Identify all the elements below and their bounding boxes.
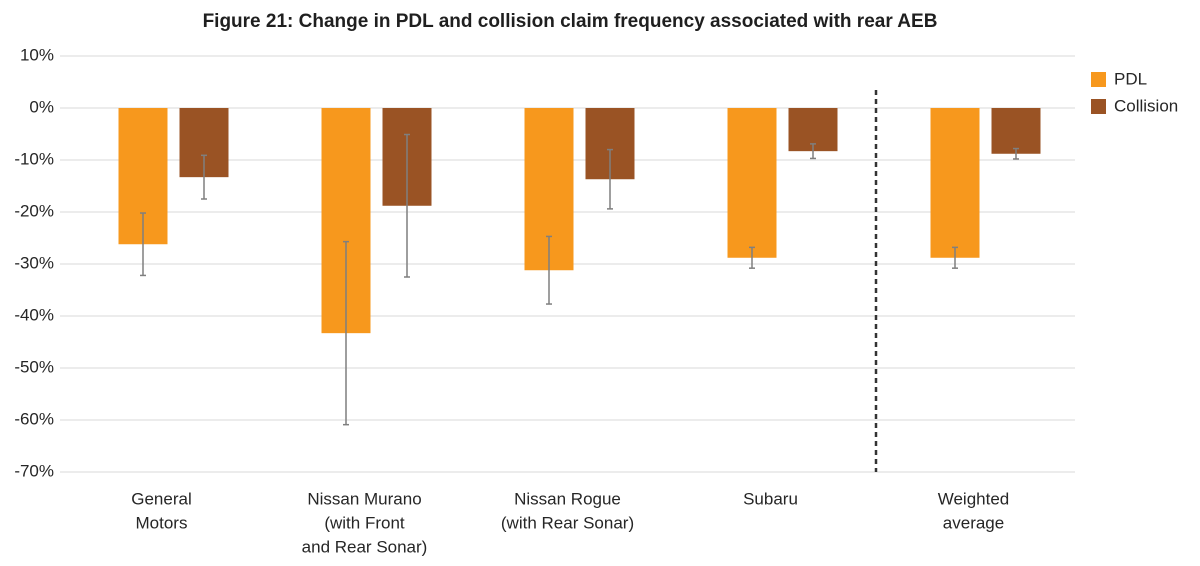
error-bar [140, 212, 146, 277]
error-bar [404, 133, 410, 278]
y-tick-label: -30% [14, 253, 54, 272]
legend-label: PDL [1114, 69, 1147, 88]
error-bar [201, 154, 207, 200]
x-tick-label: Weighted [938, 489, 1010, 508]
x-tick-label: (with Rear Sonar) [501, 513, 634, 532]
y-tick-label: -40% [14, 305, 54, 324]
legend-swatch [1091, 99, 1106, 114]
error-bar [546, 235, 552, 305]
y-tick-label: 0% [29, 97, 54, 116]
y-tick-label: -10% [14, 149, 54, 168]
bar [727, 108, 777, 258]
x-tick-label: Nissan Murano [307, 489, 421, 508]
error-bar [607, 148, 613, 210]
x-tick-label: Motors [136, 513, 188, 532]
y-tick-label: -50% [14, 357, 54, 376]
y-tick-label: -60% [14, 409, 54, 428]
x-tick-label: General [131, 489, 191, 508]
error-bar [810, 143, 816, 160]
error-bar [749, 246, 755, 269]
y-tick-label: 10% [20, 45, 54, 64]
x-tick-label: and Rear Sonar) [302, 537, 428, 556]
legend-swatch [1091, 72, 1106, 87]
error-bar [1013, 147, 1019, 160]
legend-label: Collision [1114, 96, 1178, 115]
y-tick-label: -20% [14, 201, 54, 220]
error-bar [952, 246, 958, 269]
bar [991, 108, 1041, 154]
x-tick-label: (with Front [324, 513, 405, 532]
x-tick-label: Nissan Rogue [514, 489, 621, 508]
chart-title: Figure 21: Change in PDL and collision c… [203, 11, 938, 32]
x-tick-label: average [943, 513, 1004, 532]
y-tick-label: -70% [14, 461, 54, 480]
error-bar [343, 240, 349, 426]
x-tick-label: Subaru [743, 489, 798, 508]
bar [930, 108, 980, 258]
